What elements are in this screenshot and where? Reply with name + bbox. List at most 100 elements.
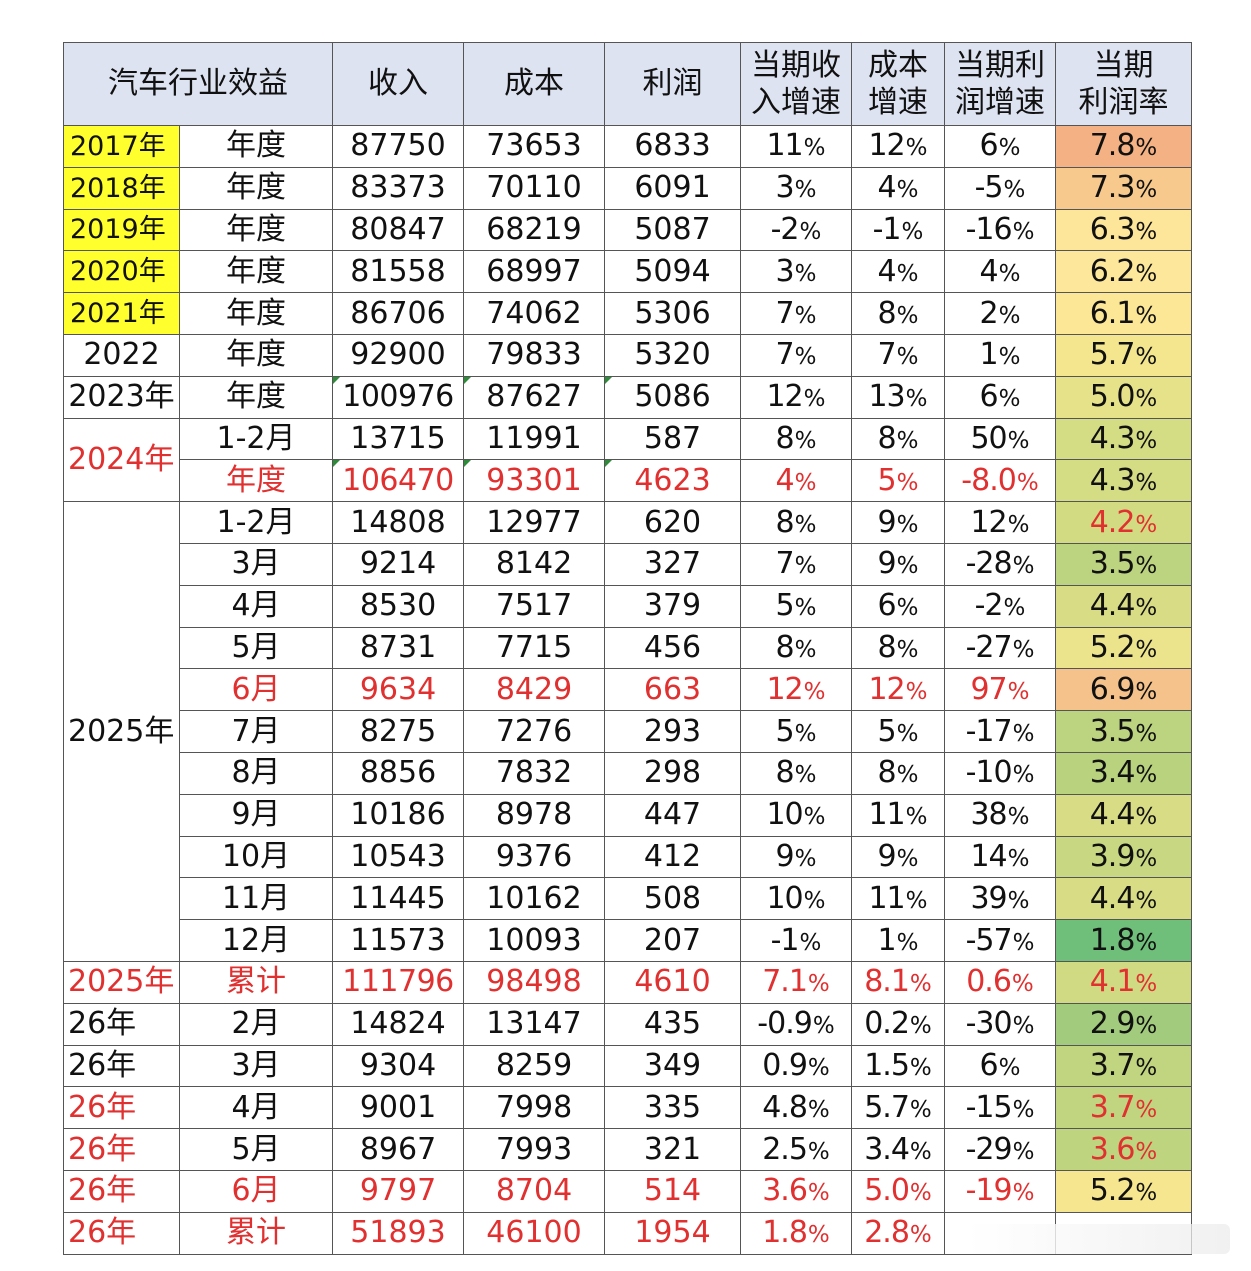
cost-cell: 93301: [463, 459, 605, 503]
cost-growth-cell: 5%: [851, 710, 945, 753]
revenue-cell: 8967: [332, 1128, 464, 1171]
period-cell: 10月: [179, 835, 333, 879]
profit-cell: 327: [604, 542, 741, 586]
profit-growth-cell: 39%: [944, 877, 1056, 921]
year-cell: 2023年: [63, 375, 180, 419]
profit-growth-cell: -5%: [944, 166, 1056, 210]
table-row: 9月 10186 8978 447 10% 11% 38% 4.4%: [64, 793, 1192, 837]
profit-margin-cell: 4.2%: [1055, 501, 1192, 544]
period-cell: 年度: [179, 208, 333, 252]
cost-growth-cell: 5.7%: [851, 1086, 945, 1130]
cost-cell: 8978: [463, 793, 605, 837]
cost-cell: 11991: [463, 417, 605, 461]
revenue-growth-cell: 12%: [740, 375, 852, 419]
profit-cell: 5094: [604, 250, 741, 294]
revenue-growth-cell: 7.1%: [740, 960, 852, 1004]
revenue-growth-cell: 8%: [740, 417, 852, 461]
profit-margin-cell: 7.3%: [1055, 166, 1192, 210]
table-row: 26年 4月 9001 7998 335 4.8% 5.7% -15% 3.7%: [63, 1086, 1192, 1130]
header-cost: 成本: [463, 42, 605, 126]
period-cell: 6月: [179, 1169, 333, 1213]
cost-cell: 7276: [463, 710, 605, 753]
cost-growth-cell: 8%: [851, 626, 945, 670]
profit-margin-cell: 4.4%: [1055, 584, 1192, 628]
profit-margin-cell: 4.4%: [1055, 877, 1192, 921]
cost-growth-cell: 8%: [851, 751, 945, 795]
revenue-growth-cell: 10%: [740, 793, 852, 837]
profit-growth-cell: -28%: [944, 542, 1056, 586]
period-cell: 9月: [179, 793, 333, 837]
revenue-growth-cell: 3%: [740, 166, 852, 210]
table-row: 26年 3月 9304 8259 349 0.9% 1.5% 6% 3.7%: [63, 1044, 1192, 1088]
year-cell: 2021年: [63, 292, 180, 335]
profit-cell: 5087: [604, 208, 741, 252]
table-row: 年度 106470 93301 4623 4% 5% -8.0% 4.3%: [64, 459, 1192, 503]
cost-cell: 8259: [463, 1044, 605, 1088]
period-cell: 6月: [179, 668, 333, 712]
profit-growth-cell: -30%: [944, 1002, 1056, 1046]
profit-growth-cell: 6%: [944, 125, 1056, 168]
revenue-cell: 51893: [332, 1211, 464, 1255]
watermark: [968, 1224, 1230, 1254]
year-cell: 2024年: [63, 417, 180, 503]
period-cell: 5月: [179, 626, 333, 670]
profit-cell: 456: [604, 626, 741, 670]
profit-margin-cell: 5.0%: [1055, 375, 1192, 419]
profit-margin-cell: 3.7%: [1055, 1086, 1192, 1130]
profit-cell: 293: [604, 710, 741, 753]
profit-cell: 321: [604, 1128, 741, 1171]
year-cell: 26年: [63, 1128, 180, 1171]
table-row: 26年 5月 8967 7993 321 2.5% 3.4% -29% 3.6%: [63, 1128, 1192, 1171]
revenue-growth-cell: 4%: [740, 459, 852, 503]
profit-cell: 620: [604, 501, 741, 544]
profit-margin-cell: 6.2%: [1055, 250, 1192, 294]
header-line: 当期: [1093, 47, 1154, 83]
year-cell: 2017年: [63, 125, 180, 168]
profit-cell: 4610: [604, 960, 741, 1004]
profit-margin-cell: 3.7%: [1055, 1044, 1192, 1088]
profit-growth-cell: 12%: [944, 501, 1056, 544]
revenue-cell: 9634: [332, 668, 464, 712]
cost-growth-cell: 5.0%: [851, 1169, 945, 1213]
revenue-cell: 9001: [332, 1086, 464, 1130]
revenue-cell: 8275: [332, 710, 464, 753]
profit-margin-cell: 6.3%: [1055, 208, 1192, 252]
profit-cell: 6091: [604, 166, 741, 210]
cost-growth-cell: 13%: [851, 375, 945, 419]
revenue-cell: 106470: [332, 459, 464, 503]
cost-growth-cell: -1%: [851, 208, 945, 252]
cost-growth-cell: 9%: [851, 501, 945, 544]
profit-margin-cell: 3.9%: [1055, 835, 1192, 879]
profit-cell: 4623: [604, 459, 741, 503]
profit-growth-cell: 50%: [944, 417, 1056, 461]
profit-margin-cell: 4.1%: [1055, 960, 1192, 1004]
revenue-growth-cell: 9%: [740, 835, 852, 879]
period-cell: 3月: [179, 542, 333, 586]
revenue-cell: 80847: [332, 208, 464, 252]
year-cell: 2022: [63, 333, 180, 377]
profit-growth-cell: -57%: [944, 919, 1056, 962]
profit-margin-cell: 5.2%: [1055, 1169, 1192, 1213]
period-cell: 年度: [179, 166, 333, 210]
period-cell: 5月: [179, 1128, 333, 1171]
period-cell: 累计: [179, 960, 333, 1004]
table-row: 7月 8275 7276 293 5% 5% -17% 3.5%: [64, 710, 1192, 753]
profit-growth-cell: -27%: [944, 626, 1056, 670]
cost-cell: 68997: [463, 250, 605, 294]
cost-cell: 79833: [463, 333, 605, 377]
revenue-growth-cell: 4.8%: [740, 1086, 852, 1130]
profit-growth-cell: -10%: [944, 751, 1056, 795]
profit-margin-cell: 3.4%: [1055, 751, 1192, 795]
revenue-cell: 13715: [332, 417, 464, 461]
period-cell: 年度: [179, 250, 333, 294]
cost-growth-cell: 1%: [851, 919, 945, 962]
profit-cell: 5320: [604, 333, 741, 377]
auto-industry-profit-table: 汽车行业效益 收入 成本 利润 当期收 入增速 成本 增速 当期利 润增速 当期 利润率 2017年年…: [63, 42, 1192, 1255]
revenue-cell: 9797: [332, 1169, 464, 1213]
cost-cell: 7993: [463, 1128, 605, 1171]
year-cell: 2025年: [63, 501, 180, 962]
revenue-growth-cell: 7%: [740, 333, 852, 377]
revenue-cell: 92900: [332, 333, 464, 377]
table-row: 2021年 年度 86706 74062 5306 7% 8% 2% 6.1%: [63, 292, 1192, 335]
period-cell: 12月: [179, 919, 333, 962]
